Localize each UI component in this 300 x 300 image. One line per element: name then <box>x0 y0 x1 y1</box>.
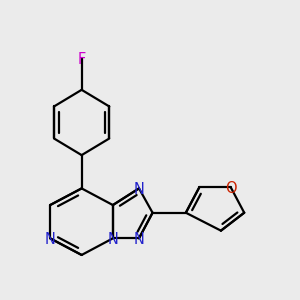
Text: N: N <box>134 232 144 247</box>
Text: O: O <box>225 181 236 196</box>
Text: N: N <box>107 232 118 247</box>
Text: F: F <box>77 52 86 67</box>
Text: N: N <box>134 182 144 197</box>
Text: N: N <box>45 232 56 247</box>
